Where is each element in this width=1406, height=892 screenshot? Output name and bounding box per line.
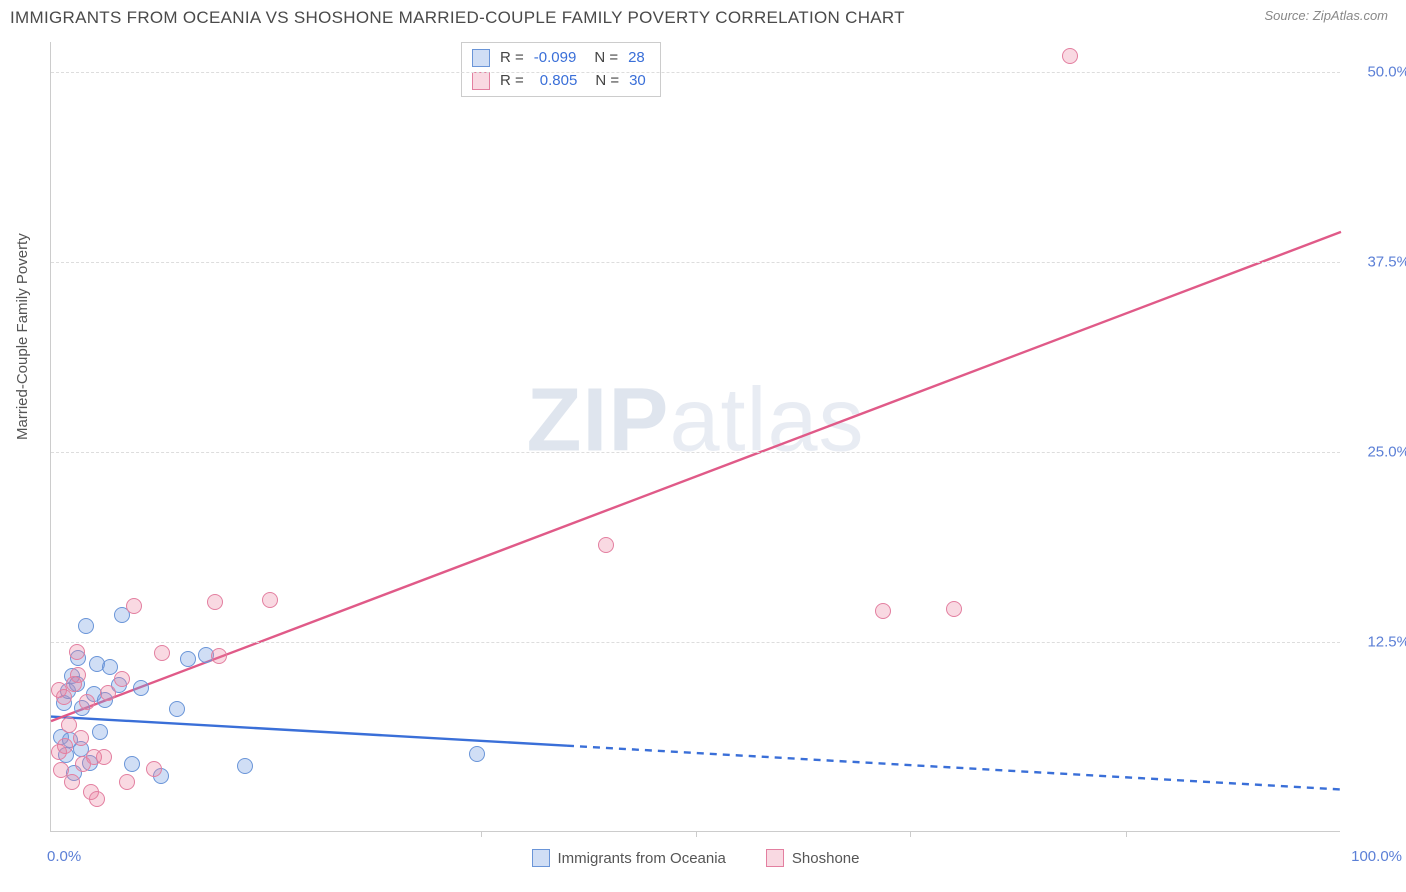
gridline (51, 262, 1340, 263)
watermark-bold: ZIP (526, 370, 669, 470)
corr-row-oceania: R = -0.099 N = 28 (472, 47, 646, 70)
data-point (262, 592, 278, 608)
swatch-oceania (472, 49, 490, 67)
data-point (56, 689, 72, 705)
data-point (92, 724, 108, 740)
x-tick-mark (1126, 831, 1127, 837)
data-point (61, 717, 77, 733)
data-point (237, 758, 253, 774)
watermark: ZIPatlas (526, 369, 864, 472)
watermark-light: atlas (669, 370, 864, 470)
r-value-oceania: -0.099 (534, 47, 577, 70)
data-point (469, 746, 485, 762)
y-axis-label: Married-Couple Family Poverty (14, 233, 31, 440)
y-tick-label: 37.5% (1350, 254, 1406, 271)
x-tick-label: 0.0% (47, 848, 81, 865)
data-point (78, 618, 94, 634)
gridline (51, 642, 1340, 643)
x-tick-mark (910, 831, 911, 837)
y-tick-label: 25.0% (1350, 444, 1406, 461)
gridline (51, 72, 1340, 73)
swatch-oceania (532, 849, 550, 867)
data-point (146, 761, 162, 777)
legend-item-oceania: Immigrants from Oceania (532, 849, 726, 867)
data-point (169, 701, 185, 717)
legend-label-oceania: Immigrants from Oceania (558, 850, 726, 867)
n-label: N = (594, 47, 618, 70)
legend-item-shoshone: Shoshone (766, 849, 860, 867)
data-point (133, 680, 149, 696)
data-point (1062, 48, 1078, 64)
data-point (114, 671, 130, 687)
data-point (64, 774, 80, 790)
swatch-shoshone (472, 72, 490, 90)
chart-title: IMMIGRANTS FROM OCEANIA VS SHOSHONE MARR… (10, 8, 905, 28)
source-credit: Source: ZipAtlas.com (1264, 8, 1388, 23)
data-point (124, 756, 140, 772)
data-point (875, 603, 891, 619)
gridline (51, 452, 1340, 453)
data-point (154, 645, 170, 661)
x-tick-mark (481, 831, 482, 837)
data-point (119, 774, 135, 790)
x-tick-mark (696, 831, 697, 837)
data-point (73, 730, 89, 746)
data-point (57, 738, 73, 754)
correlation-legend: R = -0.099 N = 28 R = 0.805 N = 30 (461, 42, 661, 97)
data-point (126, 598, 142, 614)
data-point (207, 594, 223, 610)
data-point (89, 791, 105, 807)
n-value-oceania: 28 (628, 47, 645, 70)
data-point (180, 651, 196, 667)
data-point (211, 648, 227, 664)
series-legend: Immigrants from Oceania Shoshone (51, 849, 1340, 867)
data-point (100, 685, 116, 701)
data-point (598, 537, 614, 553)
data-point (946, 601, 962, 617)
y-tick-label: 50.0% (1350, 64, 1406, 81)
legend-label-shoshone: Shoshone (792, 850, 860, 867)
swatch-shoshone (766, 849, 784, 867)
data-point (70, 667, 86, 683)
r-label: R = (500, 47, 524, 70)
data-point (79, 694, 95, 710)
data-point (69, 644, 85, 660)
y-tick-label: 12.5% (1350, 634, 1406, 651)
plot-area: ZIPatlas R = -0.099 N = 28 R = 0.805 N =… (50, 42, 1340, 832)
x-tick-label: 100.0% (1351, 848, 1402, 865)
trend-lines-layer (51, 42, 1340, 831)
data-point (96, 749, 112, 765)
